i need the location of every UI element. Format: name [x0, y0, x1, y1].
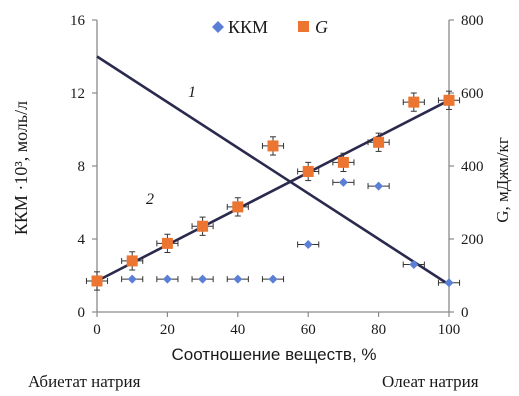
y-right-tick-label: 800 — [461, 13, 484, 29]
y-axis-right-label: G, мДжм/кг — [493, 137, 512, 223]
annotation-left: Абиетат натрия — [28, 372, 141, 391]
g-point — [373, 136, 385, 148]
g-point — [126, 255, 138, 267]
kkm-point — [338, 177, 348, 187]
legend-marker-g — [298, 21, 309, 32]
x-tick-label: 40 — [230, 322, 245, 338]
g-point — [443, 94, 455, 106]
y-left-tick-label: 0 — [78, 305, 86, 321]
kkm-point — [233, 274, 243, 284]
x-tick-label: 0 — [93, 322, 101, 338]
kkm-point — [268, 274, 278, 284]
y-left-tick-label: 4 — [78, 232, 86, 248]
g-point — [267, 140, 279, 152]
y-left-tick-label: 8 — [78, 159, 86, 175]
kkm-point — [374, 181, 384, 191]
legend-label-g: G — [315, 17, 328, 37]
kkm-point — [198, 274, 208, 284]
annotation-right: Олеат натрия — [382, 372, 479, 391]
x-axis-label: Соотношение веществ, % — [171, 345, 376, 364]
x-tick-label: 20 — [160, 322, 175, 338]
legend-label-kkm: ККМ — [228, 17, 268, 37]
g-point — [161, 237, 173, 249]
trend-line-label: 1 — [188, 84, 196, 101]
y-left-tick-label: 16 — [70, 13, 86, 29]
kkm-point — [444, 278, 454, 288]
g-point — [302, 165, 314, 177]
g-point — [91, 275, 103, 287]
g-point — [232, 201, 244, 213]
g-point — [408, 96, 420, 108]
g-point — [337, 156, 349, 168]
x-tick-label: 100 — [438, 322, 461, 338]
y-left-tick-label: 12 — [70, 86, 85, 102]
y-right-tick-label: 0 — [461, 305, 469, 321]
x-tick-label: 80 — [371, 322, 386, 338]
trend-line-2 — [96, 99, 450, 283]
kkm-point — [409, 260, 419, 270]
trend-line-1 — [96, 55, 450, 286]
legend: ККМ G — [212, 17, 328, 37]
y-right-tick-label: 600 — [461, 86, 484, 102]
data-marks — [85, 90, 461, 291]
kkm-point — [162, 274, 172, 284]
y-right-tick-label: 400 — [461, 159, 484, 175]
y-right-tick-label: 200 — [461, 232, 484, 248]
g-point — [197, 220, 209, 232]
y-axis-left-label: ККМ ·10³, моль/л — [11, 101, 31, 235]
kkm-point — [303, 239, 313, 249]
x-tick-label: 60 — [301, 322, 316, 338]
trend-line-label: 2 — [146, 191, 154, 208]
trend-lines: 12 — [96, 55, 450, 286]
legend-marker-kkm — [212, 21, 224, 33]
axes — [96, 20, 450, 313]
kkm-point — [127, 274, 137, 284]
